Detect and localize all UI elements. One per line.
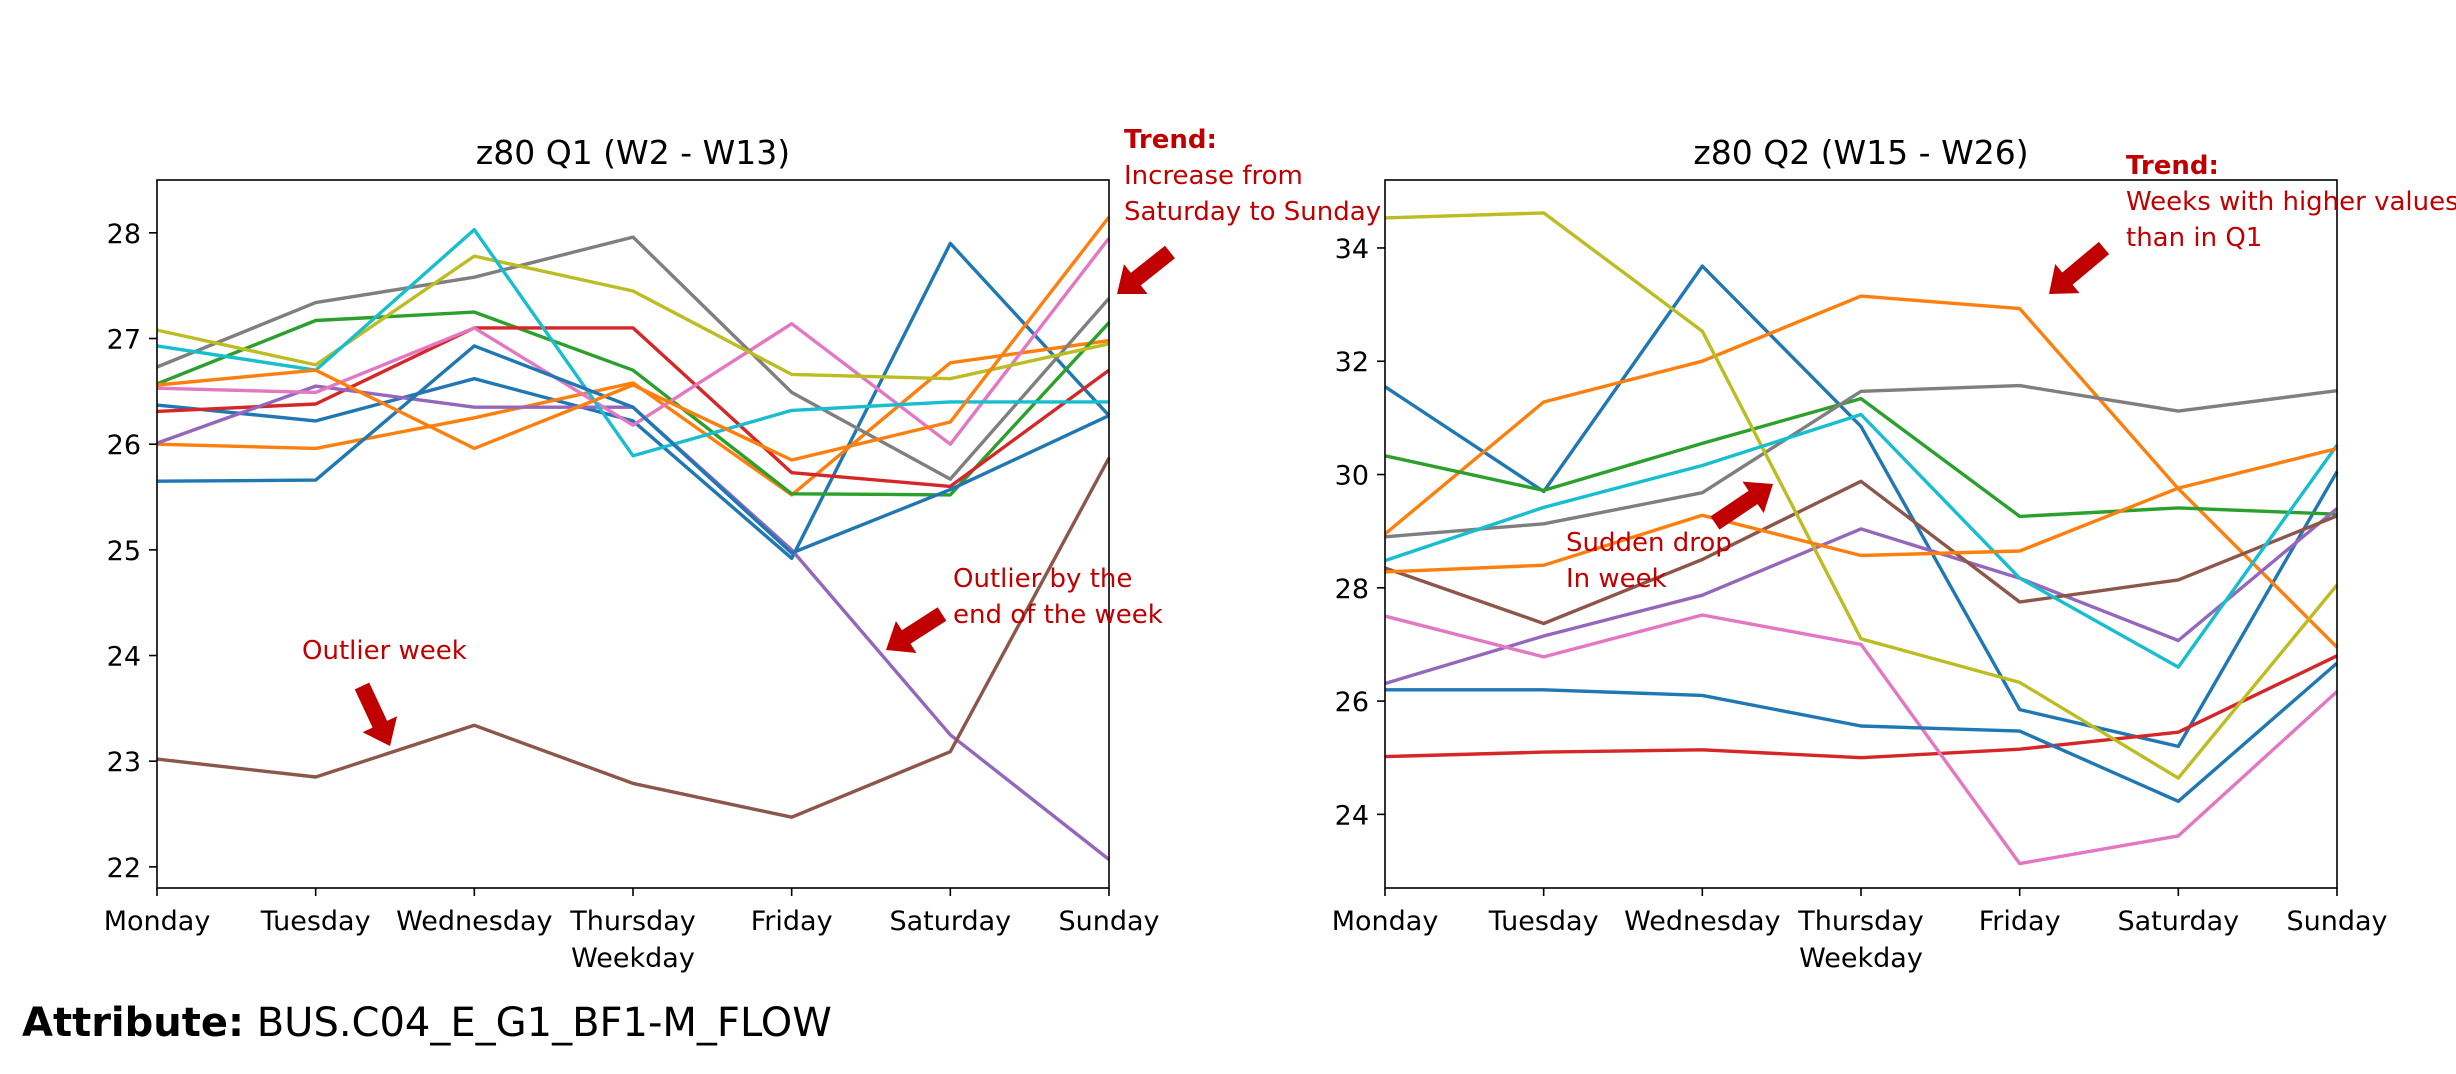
- annotation-line: Saturday to Sunday: [1124, 197, 1381, 227]
- y-tick-label: 26: [1335, 687, 1369, 718]
- series-line-8: [1384, 383, 2338, 539]
- y-tick-label: 25: [107, 536, 141, 567]
- series-line-11: [156, 344, 1110, 555]
- annotation-arrow-2: [1710, 481, 1773, 530]
- x-axis-label: Weekday: [1799, 943, 1923, 974]
- chart-panel-1: z80 Q1 (W2 - W13) Monday Tuesday Wednesday T…: [104, 125, 1381, 974]
- y-tick-label: 28: [1335, 574, 1369, 605]
- x-tick-label: Monday: [1332, 906, 1439, 937]
- y-tick-label: 26: [107, 430, 141, 461]
- x-tick-label: Saturday: [889, 906, 1011, 937]
- series-line-9: [156, 254, 1110, 381]
- x-tick-label: Sunday: [2286, 906, 2387, 937]
- annotation-line: In week: [1566, 564, 1667, 594]
- x-tick-label: Monday: [104, 906, 211, 937]
- attribute-value: BUS.C04_E_G1_BF1-M_FLOW: [256, 1000, 832, 1046]
- x-tick-label: Wednesday: [396, 906, 552, 937]
- series-line-6: [156, 457, 1111, 819]
- series-line-1: [156, 241, 1111, 560]
- series-line-2: [1383, 294, 2339, 649]
- chart-title: z80 Q2 (W15 - W26): [1693, 133, 2028, 172]
- x-tick-label: Thursday: [1797, 906, 1924, 937]
- plot-frame: [1384, 179, 2338, 889]
- annotation-arrow-1: [2049, 241, 2110, 294]
- annotation-line: end of the week: [953, 600, 1163, 630]
- series-line-4: [1384, 654, 2338, 760]
- series-line-2: [156, 338, 1110, 497]
- y-tick-label: 23: [107, 747, 141, 778]
- x-tick-label: Saturday: [2117, 906, 2239, 937]
- x-tick-label: Friday: [751, 906, 833, 937]
- attribute-line: Attribute: BUS.C04_E_G1_BF1-M_FLOW: [22, 1000, 832, 1046]
- y-tick-label: 34: [1335, 234, 1369, 265]
- series-line-4: [156, 326, 1111, 489]
- y-tick-label: 32: [1335, 347, 1369, 378]
- annotation-heading: Trend:: [2126, 151, 2219, 181]
- series-line-3: [1384, 396, 2338, 519]
- series-line-12: [1384, 446, 2338, 574]
- annotation-heading: Trend:: [1124, 125, 1217, 155]
- chart-panel-2: z80 Q2 (W15 - W26) Monday Tuesday Wednesday…: [1332, 133, 2456, 974]
- annotation-1: Trend: Weeks with higher values than in Q1: [2126, 151, 2456, 253]
- annotation-arrow-1: [1117, 245, 1175, 294]
- series-line-7: [1384, 613, 2339, 866]
- annotation-line: Outlier week: [302, 636, 467, 666]
- series-line-7: [156, 237, 1111, 446]
- y-tick-label: 24: [1335, 800, 1369, 831]
- x-tick-label: Tuesday: [1488, 906, 1599, 937]
- chart-title: z80 Q1 (W2 - W13): [476, 133, 790, 172]
- annotation-arrow-2: [886, 607, 947, 654]
- series-line-11: [1385, 661, 2339, 803]
- series-line-9: [1384, 211, 2339, 780]
- attribute-label: Attribute:: [22, 1000, 244, 1046]
- annotation-line: Weeks with higher values: [2126, 187, 2456, 217]
- y-tick-label: 28: [107, 219, 141, 250]
- annotation-line: Outlier by the: [953, 564, 1132, 594]
- series-line-3: [156, 310, 1111, 497]
- annotation-line: Sudden drop: [1566, 528, 1732, 558]
- y-tick-label: 22: [107, 853, 141, 884]
- series-line-8: [156, 235, 1111, 481]
- x-tick-label: Friday: [1979, 906, 2061, 937]
- annotation-2: Outlier by the end of the week: [953, 564, 1163, 630]
- y-tick-label: 30: [1335, 461, 1369, 492]
- y-tick-label: 27: [107, 325, 141, 356]
- x-axis-label: Weekday: [571, 943, 695, 974]
- x-tick-label: Tuesday: [260, 906, 371, 937]
- series-line-5: [1384, 507, 2339, 686]
- annotation-arrow-3: [354, 682, 398, 746]
- series-line-10: [1384, 412, 2339, 669]
- annotation-3: Outlier week: [302, 636, 467, 666]
- series-line-6: [1384, 479, 2338, 626]
- x-tick-label: Sunday: [1058, 906, 1159, 937]
- x-tick-label: Wednesday: [1624, 906, 1780, 937]
- annotation-line: Increase from: [1124, 161, 1303, 191]
- annotation-line: than in Q1: [2126, 223, 2262, 253]
- y-tick-label: 24: [107, 642, 141, 673]
- x-tick-label: Thursday: [569, 906, 696, 937]
- annotation-1: Trend: Increase from Saturday to Sunday: [1124, 125, 1381, 227]
- series-line-12: [156, 215, 1111, 462]
- annotation-2: Sudden drop In week: [1566, 528, 1732, 594]
